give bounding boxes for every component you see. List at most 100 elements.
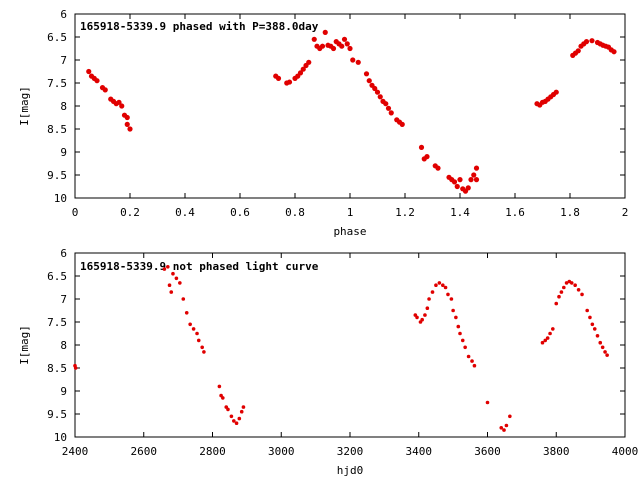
data-point bbox=[451, 179, 458, 185]
data-point bbox=[306, 59, 312, 65]
data-point bbox=[458, 331, 462, 336]
data-point bbox=[473, 165, 480, 171]
y-axis-label: I[mag] bbox=[18, 325, 31, 365]
data-point bbox=[564, 281, 569, 285]
data-point bbox=[551, 327, 555, 331]
data-point bbox=[508, 414, 512, 419]
data-point bbox=[454, 183, 460, 190]
y-tick-label: 6.5 bbox=[47, 270, 67, 283]
unphased-light-curve-plot: 2400 2600 2800 3000 3200 3400 3600 3800 4000 6 6.5… bbox=[18, 247, 638, 477]
x-tick-label: 1.8 bbox=[560, 206, 580, 219]
data-point bbox=[443, 285, 448, 290]
data-point bbox=[319, 43, 326, 49]
data-series bbox=[86, 29, 617, 194]
data-point bbox=[116, 99, 122, 105]
y-tick-label: 8.5 bbox=[47, 362, 67, 375]
x-tick-label: 3200 bbox=[337, 445, 364, 458]
y-tick-label: 7.5 bbox=[47, 316, 67, 329]
data-point bbox=[221, 396, 225, 400]
x-tick-label: 0.2 bbox=[120, 206, 140, 219]
y-tick-label: 6 bbox=[60, 247, 67, 260]
x-tick-label: 0.4 bbox=[175, 206, 195, 219]
data-point bbox=[188, 322, 192, 327]
data-point bbox=[184, 311, 189, 315]
data-point bbox=[341, 36, 348, 42]
data-point bbox=[430, 290, 435, 294]
x-tick-label: 3600 bbox=[474, 445, 501, 458]
plot-frame bbox=[74, 252, 626, 438]
data-point bbox=[377, 94, 383, 100]
data-point bbox=[127, 126, 133, 132]
data-point bbox=[239, 409, 244, 414]
data-point bbox=[383, 101, 389, 107]
data-point bbox=[437, 281, 442, 285]
y-tick-label: 8 bbox=[60, 100, 67, 113]
data-point bbox=[592, 327, 597, 331]
x-tick-label: 4000 bbox=[612, 445, 639, 458]
chart-title: 165918-5339.9 not phased light curve bbox=[80, 260, 319, 273]
x-tick-label: 2800 bbox=[199, 445, 226, 458]
data-point bbox=[595, 334, 600, 338]
y-tick-label: 9 bbox=[60, 385, 67, 398]
data-point bbox=[162, 267, 167, 271]
data-point bbox=[339, 43, 345, 49]
data-point bbox=[435, 165, 441, 171]
y-tick-label: 9 bbox=[60, 146, 67, 159]
data-point bbox=[589, 38, 595, 44]
data-point bbox=[548, 331, 552, 336]
data-point bbox=[499, 426, 504, 430]
x-axis-label: phase bbox=[333, 225, 366, 238]
data-point bbox=[166, 265, 170, 269]
data-point bbox=[473, 177, 480, 183]
data-point bbox=[355, 59, 361, 65]
data-point bbox=[196, 338, 201, 343]
data-point bbox=[600, 345, 605, 350]
data-point bbox=[553, 89, 559, 95]
data-point bbox=[385, 105, 392, 111]
data-point bbox=[446, 292, 450, 297]
y-tick-label: 6.5 bbox=[47, 31, 67, 44]
data-point bbox=[202, 350, 206, 354]
data-point bbox=[300, 66, 306, 72]
x-tick-label: 3400 bbox=[406, 445, 433, 458]
data-point bbox=[424, 154, 430, 160]
data-point bbox=[322, 29, 328, 35]
x-tick-label: 1.2 bbox=[395, 206, 415, 219]
data-point bbox=[350, 57, 356, 63]
data-point bbox=[217, 384, 222, 389]
data-point bbox=[94, 78, 100, 84]
data-point bbox=[124, 114, 130, 121]
y-tick-label: 10 bbox=[54, 431, 67, 444]
data-point bbox=[86, 68, 92, 75]
data-point bbox=[583, 39, 590, 45]
x-tick-label: 1 bbox=[347, 206, 354, 219]
chart-title: 165918-5339.9 phased with P=388.0day bbox=[80, 20, 319, 33]
data-point bbox=[423, 313, 427, 317]
data-point bbox=[562, 285, 566, 290]
data-point bbox=[585, 308, 589, 313]
x-tick-label: 3000 bbox=[268, 445, 295, 458]
data-point bbox=[471, 172, 477, 178]
data-point bbox=[232, 419, 236, 423]
data-point bbox=[611, 49, 617, 55]
data-point bbox=[124, 121, 130, 127]
data-point bbox=[418, 144, 425, 150]
data-point bbox=[226, 407, 230, 412]
data-point bbox=[569, 281, 574, 285]
data-series bbox=[73, 265, 609, 432]
x-tick-label: 0.6 bbox=[230, 206, 250, 219]
y-tick-label: 8.5 bbox=[47, 123, 67, 136]
y-tick-label: 9.5 bbox=[47, 408, 67, 421]
plot-frame bbox=[74, 13, 626, 199]
data-point bbox=[191, 327, 196, 331]
data-point bbox=[366, 78, 372, 84]
data-point bbox=[297, 70, 304, 76]
x-tick-label: 2 bbox=[622, 206, 629, 219]
data-point bbox=[598, 340, 603, 345]
data-point bbox=[449, 297, 454, 301]
data-point bbox=[557, 294, 561, 299]
data-point bbox=[559, 290, 564, 294]
data-point bbox=[573, 283, 577, 288]
data-point bbox=[554, 301, 559, 306]
data-point bbox=[275, 75, 282, 81]
